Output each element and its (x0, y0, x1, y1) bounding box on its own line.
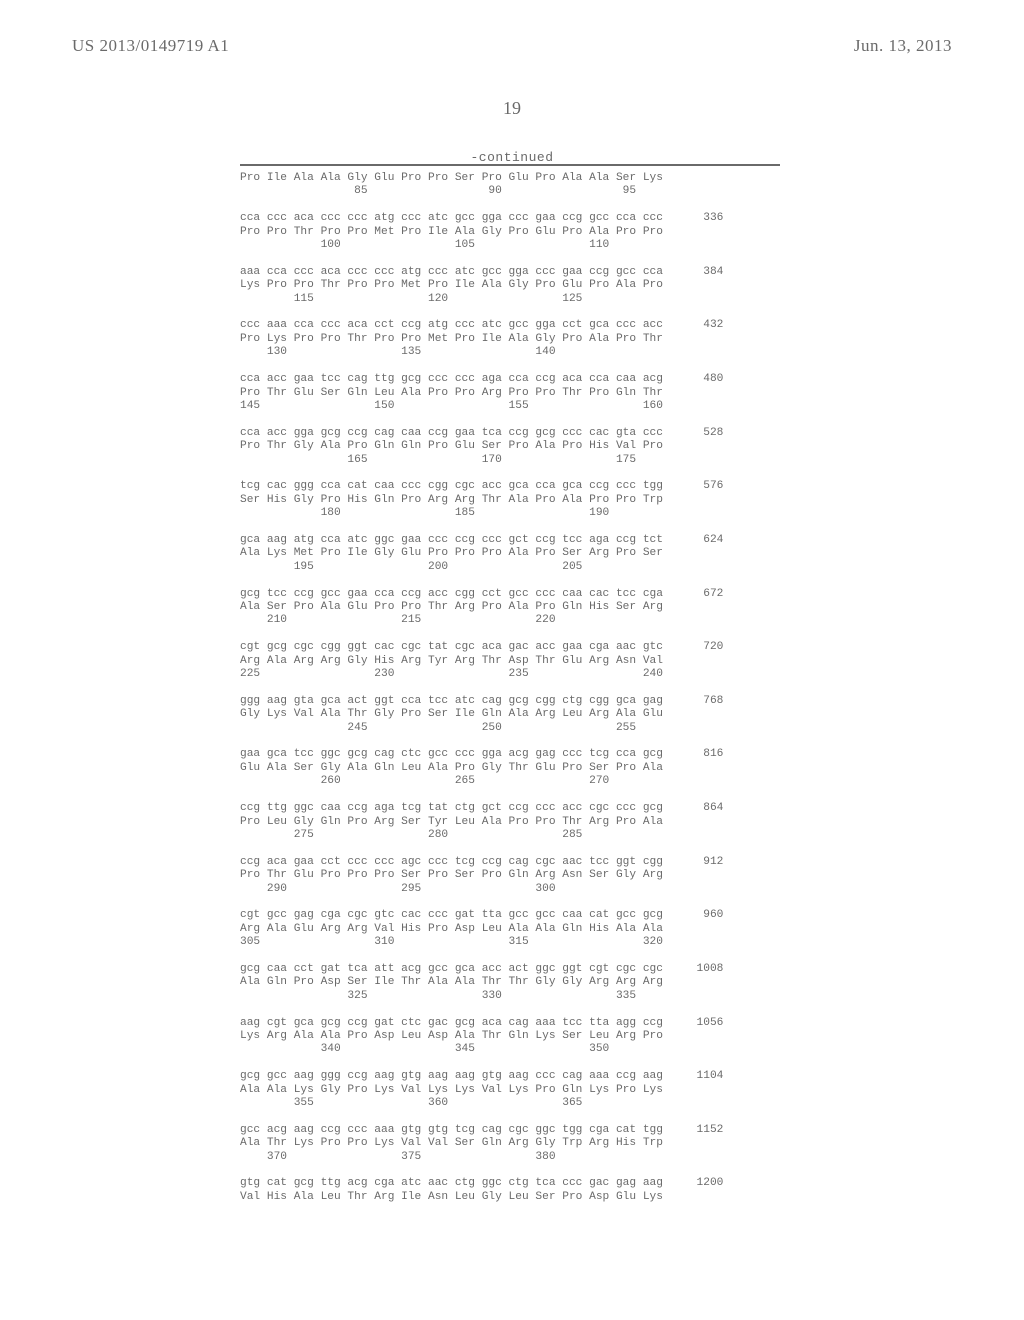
section-rule (240, 164, 780, 166)
header-pub-number: US 2013/0149719 A1 (72, 36, 229, 56)
page-number: 19 (0, 98, 1024, 119)
continued-label: -continued (0, 150, 1024, 165)
header-date: Jun. 13, 2013 (854, 36, 952, 56)
sequence-listing: Pro Ile Ala Ala Gly Glu Pro Pro Ser Pro … (240, 172, 723, 1204)
page: US 2013/0149719 A1 Jun. 13, 2013 19 -con… (0, 0, 1024, 1320)
